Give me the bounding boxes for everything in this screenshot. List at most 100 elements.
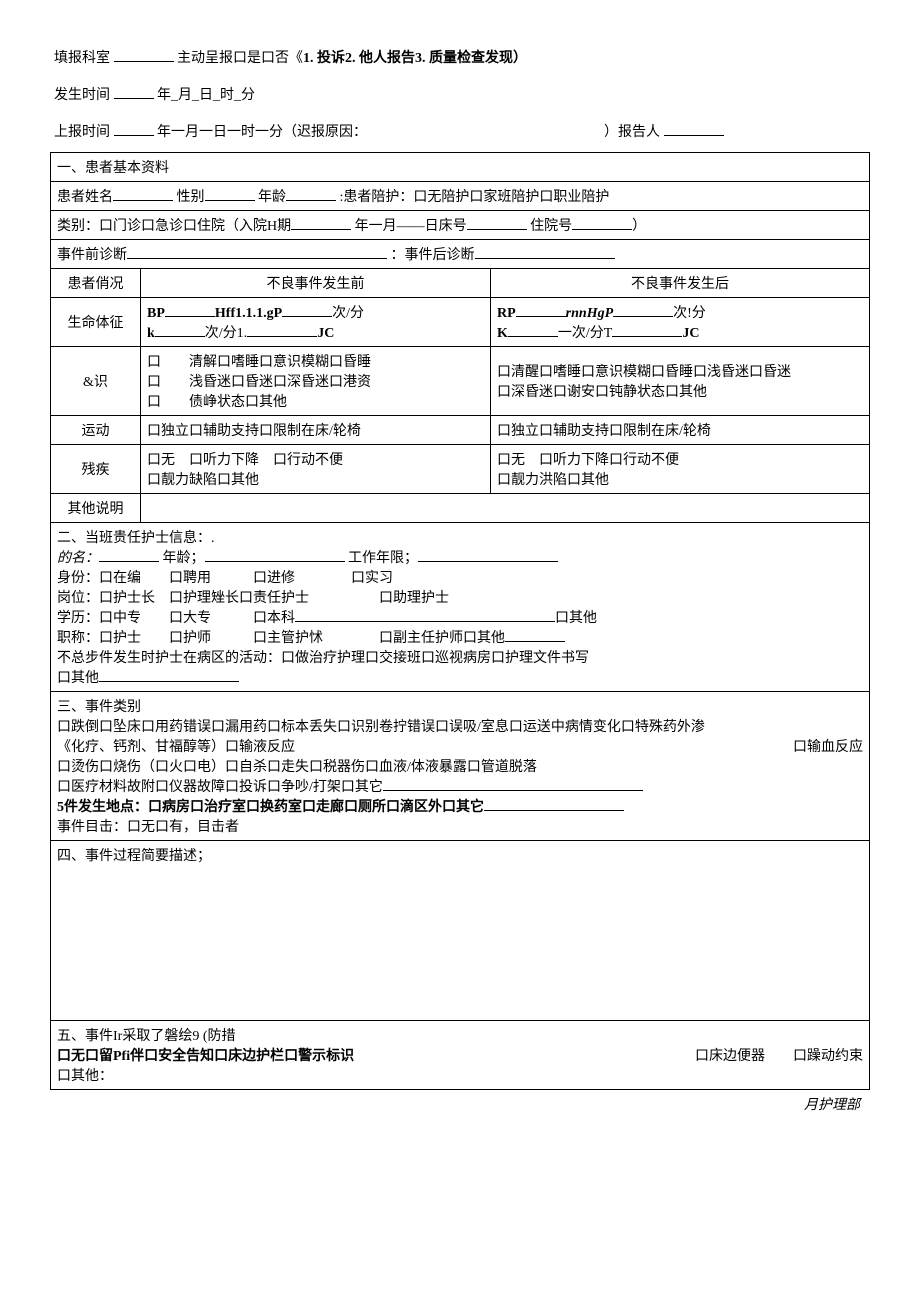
postdx-label: ：事件后诊断 — [391, 248, 475, 263]
bpbu: Hff1.1.1.gP — [215, 306, 282, 321]
s3-l1: 口跌倒口坠床口用药错误口漏用药口标本丢失口识别卷拧错误口误吸/室息口运送中病情变… — [57, 716, 863, 736]
s2rank-blank[interactable] — [505, 628, 565, 642]
s5-block: 五、事件Ir采取了磐绘9 (防措 口无口留Pfi伴口安全告知口床边护栏口警示标识… — [51, 1020, 870, 1089]
s3-witness: 事件目击：口无口有，目击者 — [57, 816, 863, 836]
grid-status-header: 患者俏况 — [51, 268, 141, 297]
s3-block: 三、事件类别 口跌倒口坠床口用药错误口漏用药口标本丢失口识别卷拧错误口误吸/室息… — [51, 691, 870, 840]
kb: k — [147, 326, 155, 341]
predx-label: 事件前诊断 — [57, 248, 127, 263]
rpau-blank[interactable] — [613, 303, 673, 317]
conscious-after: 口清醒口嗜睡口意识模糊口昏睡口浅昏迷口昏迷 口深昏迷口谢安口钝静状态口其他 — [491, 346, 870, 415]
other-note-cell[interactable] — [141, 493, 870, 522]
s2name-blank[interactable] — [99, 548, 159, 562]
s5-l1: 口无口留Pfi伴口安全告知口床边护栏口警示标识 — [57, 1049, 354, 1064]
predx-blank[interactable] — [127, 245, 387, 259]
s2edu-blank[interactable] — [295, 608, 555, 622]
footer: 月护理部 — [50, 1090, 870, 1114]
bpbr: 次/分 — [332, 306, 364, 321]
disability-before: 口无 口听力下降 口行动不便 口靓力缺陷口其他 — [141, 444, 491, 493]
age-label: 年龄 — [258, 190, 286, 205]
s4-title: 四、事件过程简要描述； — [57, 845, 863, 865]
s3-l2r: 口输血反应 — [793, 736, 863, 756]
s3-loc: 5件发生地点：口病房口治疗室口换药室口走廊口厕所口滴区外口其它 — [57, 800, 484, 815]
disability-label: 残疾 — [51, 444, 141, 493]
active-options: 1. 投诉2. 他人报告3. 质量检查发现） — [303, 51, 527, 66]
s2-title: 二、当班贵任护士信息：. — [57, 527, 863, 547]
kb-blank[interactable] — [155, 323, 205, 337]
jcb: JC — [317, 326, 334, 341]
kbu-blank[interactable] — [247, 323, 317, 337]
s4-block[interactable]: 四、事件过程简要描述； — [51, 840, 870, 1020]
rpa: RP — [497, 306, 516, 321]
s5-title: 五、事件Ir采取了磐绘9 (防措 — [57, 1029, 236, 1044]
grid-after-header: 不良事件发生后 — [491, 268, 870, 297]
dept-label: 填报科室 — [54, 51, 110, 66]
main-form-table: 一、患者基本资料 患者姓名 性别 年龄 :患者陪护：口无陪护口家班陪护口职业陪护… — [50, 152, 870, 1090]
postdx-blank[interactable] — [475, 245, 615, 259]
grid-before-header: 不良事件发生前 — [141, 268, 491, 297]
s2-activity: 不总步件发生时护士在病区的活动：口做治疗护理口交接班口巡视病房口护理文件书写 — [57, 647, 863, 667]
s2ao-blank[interactable] — [99, 668, 239, 682]
conscious-before: 口 清解口嗜睡口意识模糊口昏睡 口 浅昏迷口昏迷口深昏迷口港资 口 债峥状态口其… — [141, 346, 491, 415]
pname-label: 患者姓名 — [57, 190, 113, 205]
s2-edu: 学历：口中专 口大专 口本科 — [57, 611, 295, 626]
disability-after: 口无 口听力下降口行动不便 口靓力洪陷口其他 — [491, 444, 870, 493]
other-note-label: 其他说明 — [51, 493, 141, 522]
motion-before: 口独立口辅助支持口限制在床/轮椅 — [141, 415, 491, 444]
s3loc-blank[interactable] — [484, 797, 624, 811]
reporter-label: ）报告人 — [604, 125, 660, 140]
s2-age: 年龄； — [163, 551, 205, 566]
reporter-blank[interactable] — [664, 122, 724, 136]
rpar: 次!分 — [673, 306, 706, 321]
s3-l2: 《化疗、钙剂、甘福醇等）口输液反应 — [57, 736, 295, 756]
sex-label: 性别 — [177, 190, 205, 205]
s2-rank: 职称：口护士 口护师 口主管护怵 口副主任护师口其他 — [57, 631, 505, 646]
s2-post: 岗位：口护士长 口护理矬长口责任护士 口助理护士 — [57, 587, 863, 607]
s3l4-blank[interactable] — [383, 777, 643, 791]
inpatient-blank[interactable] — [572, 216, 632, 230]
ka-blank[interactable] — [508, 323, 558, 337]
report-blank[interactable] — [114, 122, 154, 136]
report-time-label: 上报时间 — [54, 125, 110, 140]
s2-activity-other: 口其他 — [57, 671, 99, 686]
bed-blank[interactable] — [467, 216, 527, 230]
kbu: 次/分1. — [205, 326, 247, 341]
cat-blank[interactable] — [291, 216, 351, 230]
rpau: rnnHgP — [566, 306, 613, 321]
bpb-blank[interactable] — [165, 303, 215, 317]
cat-label: 类别：口门诊口急诊口住院（入院H期 — [57, 219, 291, 234]
s3-l4: 口医疗材料故附口仪器故障口投诉口争吵/打架口其它 — [57, 780, 383, 795]
inpatient-label: 住院号 — [530, 219, 572, 234]
pname-blank[interactable] — [113, 187, 173, 201]
occur-suffix: 年_月_日_时_分 — [157, 88, 255, 103]
s2-block: 二、当班贵任护士信息：. 的名： 年龄； 工作年限； 身份：口在编 口聘用 口进… — [51, 522, 870, 691]
ka: K — [497, 326, 508, 341]
report-suffix: 年一月一日一时一分（迟报原因： — [157, 125, 367, 140]
rpa-blank[interactable] — [516, 303, 566, 317]
age-blank[interactable] — [286, 187, 336, 201]
conscious-label: &识 — [51, 346, 141, 415]
s2-identity: 身份：口在编 口聘用 口进修 口实习 — [57, 567, 863, 587]
kau: 一次/分T — [558, 326, 612, 341]
motion-after: 口独立口辅助支持口限制在床/轮椅 — [491, 415, 870, 444]
s3-title: 三、事件类别 — [57, 696, 863, 716]
s2wy-blank[interactable] — [418, 548, 558, 562]
occur-blank[interactable] — [114, 85, 154, 99]
vitals-before: BP Hff1.1.1.gP 次/分 k 次/分1. JC — [141, 297, 491, 346]
bpbu-blank[interactable] — [282, 303, 332, 317]
kau-blank[interactable] — [612, 323, 682, 337]
bp-b: BP — [147, 306, 165, 321]
s2-wy: 工作年限； — [348, 551, 418, 566]
jca: JC — [682, 326, 699, 341]
vitals-after: RP rnnHgP 次!分 K 一次/分T JC — [491, 297, 870, 346]
s5-l2: 口其他： — [57, 1065, 863, 1085]
s2age-blank[interactable] — [205, 548, 345, 562]
motion-label: 运动 — [51, 415, 141, 444]
sex-blank[interactable] — [205, 187, 255, 201]
dept-blank[interactable] — [114, 48, 174, 62]
s5-l1r: 口床边便器 口躁动约束 — [695, 1045, 863, 1065]
vitals-label: 生命体征 — [51, 297, 141, 346]
cat-suffix: 年一月——日床号 — [355, 219, 467, 234]
s3-l3: 口烫伤口烧伤（口火口电）口自杀口走失口税器伤口血液/体液暴露口管道脱落 — [57, 756, 863, 776]
s2-name: 的名： — [57, 551, 99, 566]
